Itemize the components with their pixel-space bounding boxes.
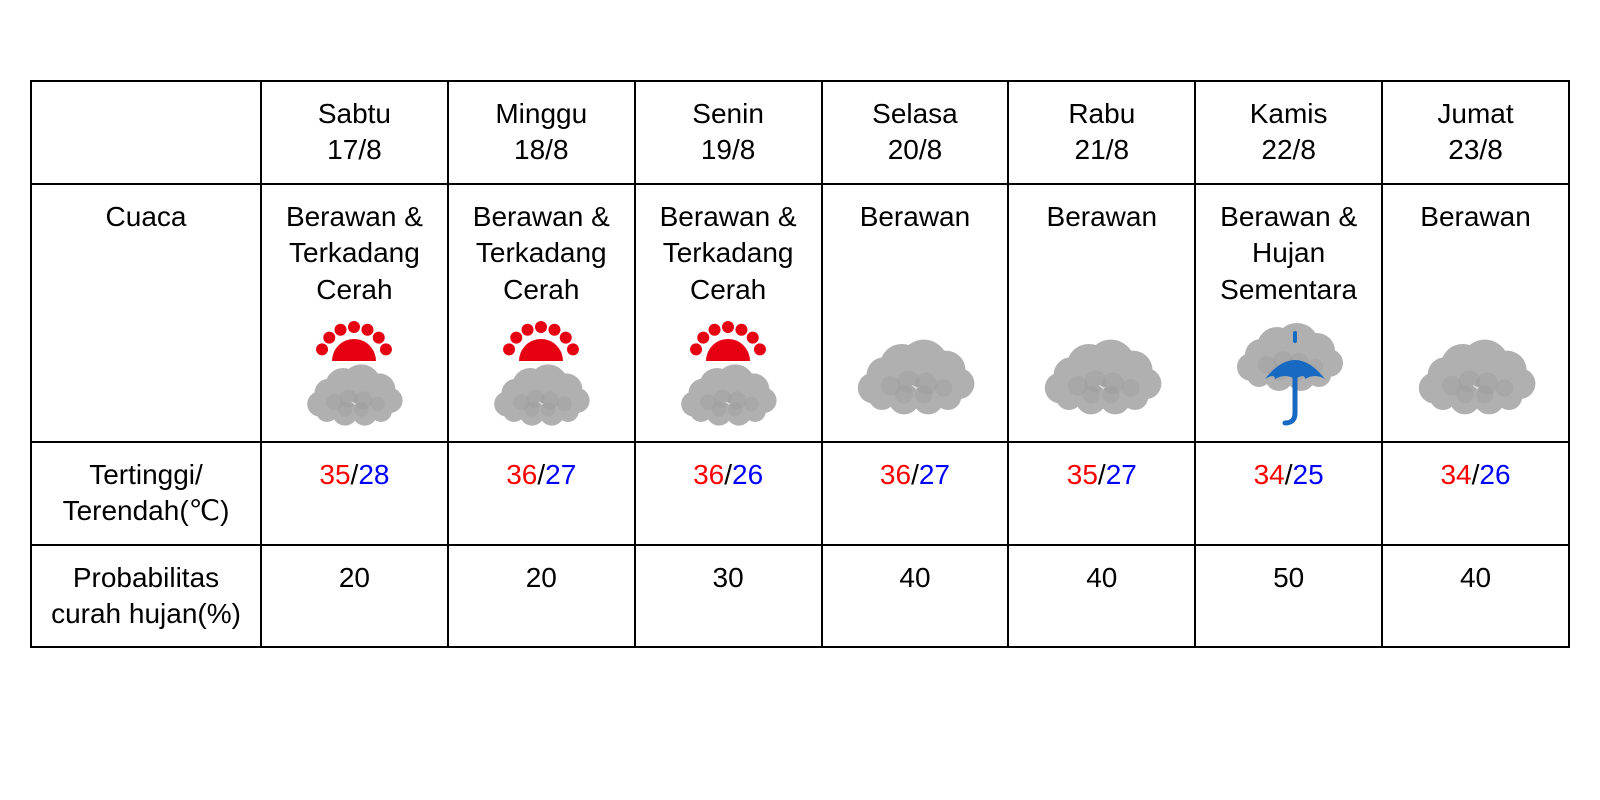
temp-cell: 35/28: [261, 442, 448, 545]
temp-cell: 36/27: [448, 442, 635, 545]
day-date: 20/8: [831, 132, 1000, 168]
day-date: 17/8: [270, 132, 439, 168]
day-header: Jumat23/8: [1382, 81, 1569, 184]
temp-low: 27: [1106, 459, 1137, 490]
temp-low: 26: [1479, 459, 1510, 490]
day-date: 23/8: [1391, 132, 1560, 168]
weather-icon: [1391, 317, 1560, 427]
temp-high: 36: [693, 459, 724, 490]
temp-high: 34: [1440, 459, 1471, 490]
day-name: Rabu: [1017, 96, 1186, 132]
weather-icon: [831, 317, 1000, 427]
temp-separator: /: [537, 459, 545, 490]
precip-cell: 40: [1008, 545, 1195, 648]
temp-low: 27: [545, 459, 576, 490]
day-date: 18/8: [457, 132, 626, 168]
temp-cell: 36/26: [635, 442, 822, 545]
temp-separator: /: [911, 459, 919, 490]
precip-row-label: Probabilitascurah hujan(%): [31, 545, 261, 648]
temp-high: 36: [880, 459, 911, 490]
precip-cell: 20: [261, 545, 448, 648]
day-name: Selasa: [831, 96, 1000, 132]
weather-cell: Berawan & Hujan Sementara: [1195, 184, 1382, 442]
day-name: Senin: [644, 96, 813, 132]
condition-text: Berawan & Terkadang Cerah: [270, 199, 439, 309]
temp-high: 36: [506, 459, 537, 490]
day-name: Jumat: [1391, 96, 1560, 132]
temp-low: 25: [1293, 459, 1324, 490]
condition-text: Berawan: [831, 199, 1000, 309]
day-date: 21/8: [1017, 132, 1186, 168]
condition-text: Berawan & Terkadang Cerah: [457, 199, 626, 309]
day-header: Sabtu17/8: [261, 81, 448, 184]
condition-text: Berawan & Hujan Sementara: [1204, 199, 1373, 309]
weather-row-label: Cuaca: [31, 184, 261, 442]
temp-cell: 34/25: [1195, 442, 1382, 545]
temp-separator: /: [724, 459, 732, 490]
day-header: Selasa20/8: [822, 81, 1009, 184]
day-date: 19/8: [644, 132, 813, 168]
temp-low: 28: [358, 459, 389, 490]
weather-icon: [270, 317, 439, 427]
day-header: Rabu21/8: [1008, 81, 1195, 184]
precip-cell: 30: [635, 545, 822, 648]
day-name: Sabtu: [270, 96, 439, 132]
temp-high: 35: [1067, 459, 1098, 490]
weather-cell: Berawan & Terkadang Cerah: [448, 184, 635, 442]
condition-text: Berawan & Terkadang Cerah: [644, 199, 813, 309]
weather-cell: Berawan: [1008, 184, 1195, 442]
table-row: Sabtu17/8 Minggu18/8 Senin19/8 Selasa20/…: [31, 81, 1569, 184]
day-date: 22/8: [1204, 132, 1373, 168]
weather-cell: Berawan: [822, 184, 1009, 442]
weather-icon: [1017, 317, 1186, 427]
weather-icon: [644, 317, 813, 427]
table-row: Cuaca Berawan & Terkadang Cerah Berawan …: [31, 184, 1569, 442]
weather-icon: [457, 317, 626, 427]
temp-low: 26: [732, 459, 763, 490]
temp-separator: /: [1098, 459, 1106, 490]
weather-forecast-table: Sabtu17/8 Minggu18/8 Senin19/8 Selasa20/…: [30, 80, 1570, 648]
day-header: Senin19/8: [635, 81, 822, 184]
day-header: Kamis22/8: [1195, 81, 1382, 184]
day-header: Minggu18/8: [448, 81, 635, 184]
temp-cell: 35/27: [1008, 442, 1195, 545]
table-row: Probabilitascurah hujan(%) 20 20 30 40 4…: [31, 545, 1569, 648]
day-name: Minggu: [457, 96, 626, 132]
precip-cell: 40: [822, 545, 1009, 648]
temp-row-label: Tertinggi/Terendah(℃): [31, 442, 261, 545]
temp-separator: /: [1285, 459, 1293, 490]
precip-cell: 20: [448, 545, 635, 648]
temp-high: 34: [1254, 459, 1285, 490]
condition-text: Berawan: [1391, 199, 1560, 309]
header-blank-cell: [31, 81, 261, 184]
temp-cell: 34/26: [1382, 442, 1569, 545]
condition-text: Berawan: [1017, 199, 1186, 309]
table-row: Tertinggi/Terendah(℃) 35/28 36/27 36/26 …: [31, 442, 1569, 545]
day-name: Kamis: [1204, 96, 1373, 132]
weather-cell: Berawan & Terkadang Cerah: [261, 184, 448, 442]
weather-cell: Berawan: [1382, 184, 1569, 442]
temp-cell: 36/27: [822, 442, 1009, 545]
precip-cell: 40: [1382, 545, 1569, 648]
precip-cell: 50: [1195, 545, 1382, 648]
weather-icon: [1204, 317, 1373, 427]
weather-cell: Berawan & Terkadang Cerah: [635, 184, 822, 442]
temp-low: 27: [919, 459, 950, 490]
temp-high: 35: [319, 459, 350, 490]
